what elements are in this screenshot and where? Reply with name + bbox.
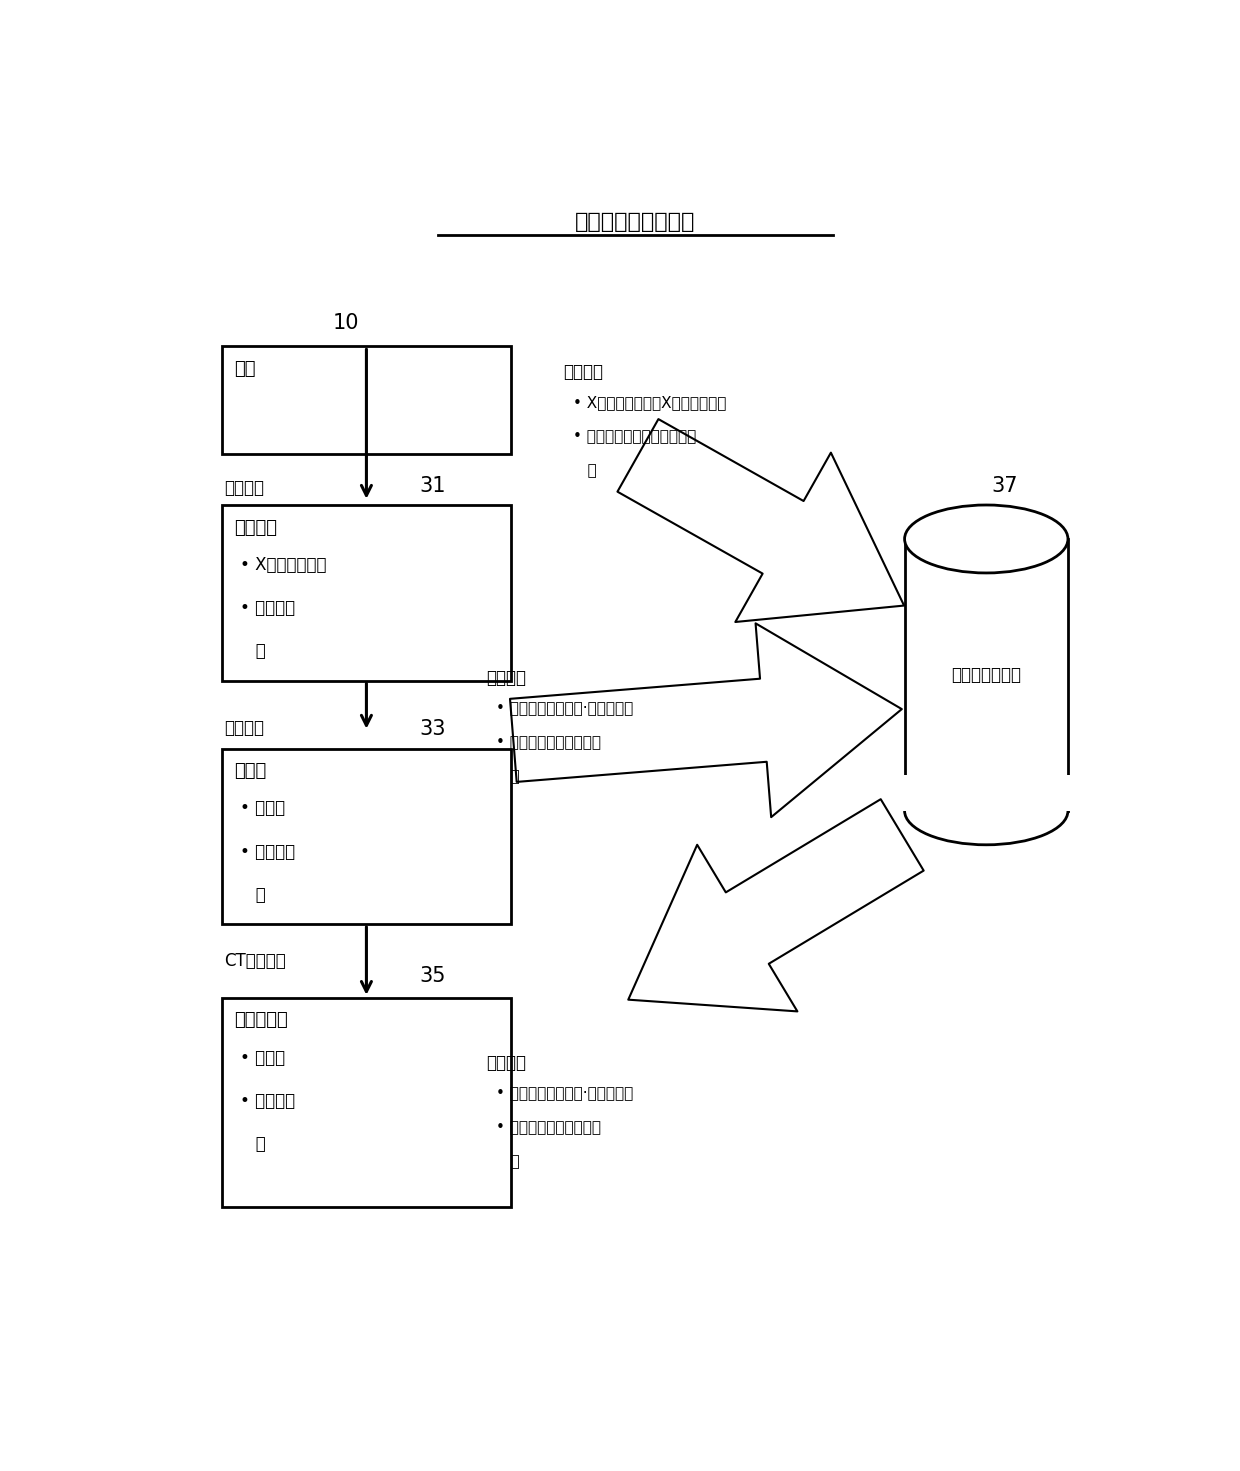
Text: • 噪音降低（处理强度）: • 噪音降低（处理强度）	[496, 736, 601, 750]
Text: 前处理部: 前处理部	[234, 519, 277, 537]
Text: 校正参数的收集阶段: 校正参数的收集阶段	[575, 212, 696, 232]
Text: • X射线强度校正（X射线输出值）: • X射线强度校正（X射线输出值）	[573, 396, 727, 410]
Text: 10: 10	[332, 313, 360, 332]
Ellipse shape	[904, 505, 1068, 572]
Text: 等: 等	[239, 641, 265, 660]
Text: 33: 33	[419, 719, 445, 740]
Text: 等: 等	[496, 769, 520, 784]
Text: • 环校正: • 环校正	[239, 800, 285, 818]
Text: 37: 37	[991, 477, 1018, 496]
Text: • 偏移校正: • 偏移校正	[239, 599, 295, 616]
Text: 35: 35	[419, 966, 445, 987]
Text: 校正参数: 校正参数	[486, 669, 527, 687]
Ellipse shape	[904, 777, 1068, 844]
Text: 校正参数: 校正参数	[486, 1055, 527, 1072]
Bar	[222, 505, 511, 681]
Text: 等: 等	[573, 463, 596, 478]
Text: • 环校正（处理强度·迭代次数）: • 环校正（处理强度·迭代次数）	[496, 702, 634, 716]
Text: 等: 等	[239, 1134, 265, 1153]
Text: 图像处理部: 图像处理部	[234, 1011, 288, 1030]
Text: • 噪音降低: • 噪音降低	[239, 1091, 295, 1109]
Bar	[903, 775, 1070, 811]
Text: 校正参数存储部: 校正参数存储部	[951, 666, 1022, 684]
Text: • 环校正（处理强度·迭代次数）: • 环校正（处理强度·迭代次数）	[496, 1086, 634, 1102]
Text: 原始数据: 原始数据	[224, 480, 264, 497]
Text: 校正参数: 校正参数	[563, 363, 604, 381]
Text: • 噪音降低（处理强度）: • 噪音降低（处理强度）	[496, 1119, 601, 1136]
Bar	[222, 997, 511, 1208]
Text: • 偏移校正（检测器输出值）: • 偏移校正（检测器输出值）	[573, 430, 697, 444]
Text: • X射线强度校正: • X射线强度校正	[239, 556, 326, 574]
Bar	[222, 347, 511, 455]
Text: CT图像数据: CT图像数据	[224, 952, 286, 971]
Bar	[222, 749, 511, 924]
Text: 架台: 架台	[234, 360, 255, 378]
Text: 31: 31	[419, 477, 445, 496]
Text: 重建部: 重建部	[234, 762, 267, 780]
Text: 等: 等	[239, 886, 265, 903]
Text: 投影数据: 投影数据	[224, 719, 264, 737]
Text: • 噪音降低: • 噪音降低	[239, 843, 295, 861]
Text: • 环校正: • 环校正	[239, 1049, 285, 1066]
Text: 等: 等	[496, 1155, 520, 1169]
